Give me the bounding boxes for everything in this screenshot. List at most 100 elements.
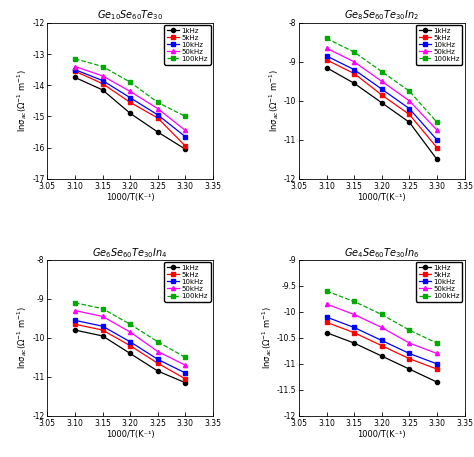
X-axis label: 1000/T(K⁻¹): 1000/T(K⁻¹) — [357, 430, 406, 440]
100kHz — [72, 300, 78, 306]
50kHz — [182, 362, 188, 368]
50kHz — [100, 73, 105, 79]
100kHz — [100, 306, 105, 311]
1kHz — [324, 330, 329, 335]
100kHz — [72, 56, 78, 61]
Title: Ge$_8$Se$_{60}$Te$_{30}$In$_2$: Ge$_8$Se$_{60}$Te$_{30}$In$_2$ — [344, 9, 419, 22]
10kHz — [351, 325, 357, 330]
Line: 5kHz: 5kHz — [73, 69, 187, 148]
5kHz — [155, 115, 161, 121]
1kHz — [434, 379, 440, 385]
1kHz — [351, 80, 357, 86]
10kHz — [100, 78, 105, 83]
5kHz — [434, 145, 440, 150]
5kHz — [100, 327, 105, 333]
Line: 1kHz: 1kHz — [325, 330, 439, 384]
Line: 50kHz: 50kHz — [325, 302, 439, 356]
100kHz — [128, 322, 133, 327]
5kHz — [128, 343, 133, 348]
10kHz — [128, 95, 133, 101]
1kHz — [155, 368, 161, 374]
Line: 100kHz: 100kHz — [73, 57, 187, 118]
100kHz — [182, 114, 188, 119]
50kHz — [155, 349, 161, 354]
100kHz — [128, 80, 133, 85]
Line: 50kHz: 50kHz — [325, 46, 439, 132]
5kHz — [407, 356, 412, 361]
Line: 10kHz: 10kHz — [325, 315, 439, 366]
Line: 10kHz: 10kHz — [73, 68, 187, 139]
X-axis label: 1000/T(K⁻¹): 1000/T(K⁻¹) — [106, 193, 155, 202]
Line: 1kHz: 1kHz — [73, 328, 187, 385]
50kHz — [128, 329, 133, 335]
Y-axis label: lnσ$_{ac}$(Ω$^{-1}$ m$^{-1}$): lnσ$_{ac}$(Ω$^{-1}$ m$^{-1}$) — [16, 306, 29, 369]
10kHz — [100, 324, 105, 329]
5kHz — [128, 100, 133, 105]
1kHz — [434, 157, 440, 162]
Line: 10kHz: 10kHz — [325, 54, 439, 142]
100kHz — [324, 288, 329, 294]
Y-axis label: lnσ$_{ac}$(Ω$^{-1}$ m$^{-1}$): lnσ$_{ac}$(Ω$^{-1}$ m$^{-1}$) — [260, 306, 274, 369]
5kHz — [379, 343, 384, 348]
1kHz — [407, 120, 412, 125]
1kHz — [72, 74, 78, 80]
1kHz — [182, 146, 188, 152]
100kHz — [407, 327, 412, 333]
1kHz — [351, 340, 357, 346]
50kHz — [72, 308, 78, 314]
1kHz — [100, 333, 105, 339]
Line: 100kHz: 100kHz — [325, 37, 439, 124]
5kHz — [182, 376, 188, 382]
Legend: 1kHz, 5kHz, 10kHz, 50kHz, 100kHz: 1kHz, 5kHz, 10kHz, 50kHz, 100kHz — [416, 25, 463, 64]
5kHz — [407, 112, 412, 117]
5kHz — [72, 69, 78, 74]
100kHz — [434, 120, 440, 125]
100kHz — [434, 340, 440, 346]
50kHz — [72, 64, 78, 69]
1kHz — [155, 129, 161, 135]
1kHz — [379, 353, 384, 359]
Line: 5kHz: 5kHz — [325, 320, 439, 371]
100kHz — [100, 64, 105, 69]
100kHz — [407, 88, 412, 94]
50kHz — [407, 98, 412, 104]
10kHz — [128, 339, 133, 345]
50kHz — [351, 312, 357, 317]
5kHz — [72, 322, 78, 327]
Y-axis label: lnσ$_{ac}$(Ω$^{-1}$ m$^{-1}$): lnσ$_{ac}$(Ω$^{-1}$ m$^{-1}$) — [267, 69, 281, 133]
100kHz — [155, 339, 161, 345]
Title: Ge$_{10}$Se$_{60}$Te$_{30}$: Ge$_{10}$Se$_{60}$Te$_{30}$ — [97, 9, 163, 22]
100kHz — [155, 100, 161, 105]
5kHz — [351, 71, 357, 76]
100kHz — [379, 69, 384, 74]
50kHz — [434, 128, 440, 133]
10kHz — [155, 112, 161, 117]
10kHz — [351, 67, 357, 72]
Line: 100kHz: 100kHz — [73, 301, 187, 360]
1kHz — [128, 351, 133, 356]
Line: 50kHz: 50kHz — [73, 308, 187, 367]
10kHz — [407, 106, 412, 112]
Legend: 1kHz, 5kHz, 10kHz, 50kHz, 100kHz: 1kHz, 5kHz, 10kHz, 50kHz, 100kHz — [164, 25, 211, 64]
50kHz — [434, 351, 440, 356]
1kHz — [72, 327, 78, 333]
10kHz — [324, 53, 329, 59]
Title: Ge$_6$Se$_{60}$Te$_{30}$In$_4$: Ge$_6$Se$_{60}$Te$_{30}$In$_4$ — [92, 246, 168, 260]
10kHz — [155, 356, 161, 362]
50kHz — [351, 59, 357, 64]
1kHz — [324, 65, 329, 70]
10kHz — [434, 361, 440, 367]
1kHz — [379, 100, 384, 106]
10kHz — [379, 86, 384, 92]
50kHz — [182, 128, 188, 133]
Y-axis label: lnσ$_{ac}$(Ω$^{-1}$ m$^{-1}$): lnσ$_{ac}$(Ω$^{-1}$ m$^{-1}$) — [16, 69, 29, 133]
50kHz — [155, 106, 161, 112]
50kHz — [379, 79, 384, 84]
100kHz — [182, 355, 188, 360]
5kHz — [351, 330, 357, 335]
1kHz — [128, 111, 133, 116]
X-axis label: 1000/T(K⁻¹): 1000/T(K⁻¹) — [357, 193, 406, 202]
10kHz — [182, 134, 188, 139]
100kHz — [351, 299, 357, 304]
5kHz — [324, 319, 329, 325]
